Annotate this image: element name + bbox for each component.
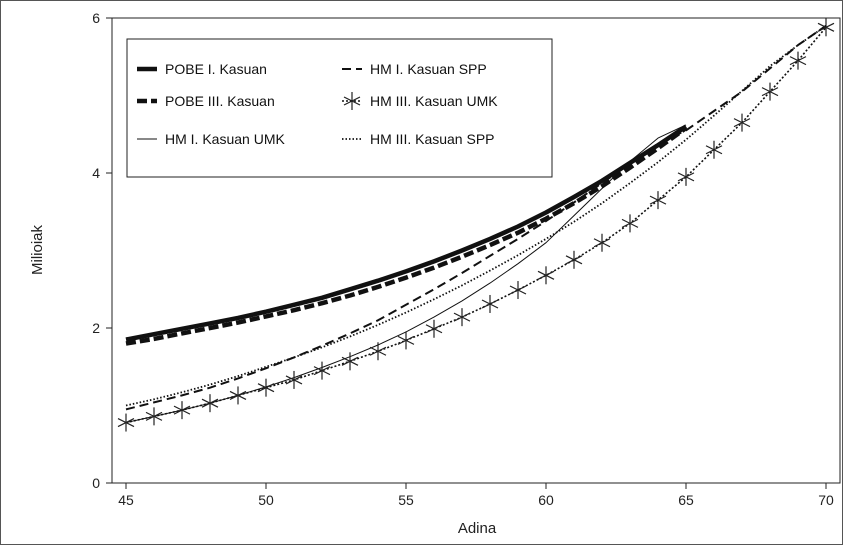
x-tick-label: 65: [678, 492, 694, 508]
legend-label-3: HM I. Kasuan UMK: [165, 131, 285, 147]
series-5-point: [397, 331, 415, 350]
x-axis-title: Adina: [458, 520, 497, 537]
series-5-point: [341, 352, 359, 371]
series-5-point: [313, 361, 331, 380]
x-tick-label: 60: [538, 492, 554, 508]
series-5-point: [117, 413, 135, 432]
series-5-point: [677, 167, 695, 186]
legend-label-1: POBE I. Kasuan: [165, 61, 267, 77]
series-5-point: [817, 18, 835, 37]
series-5-point: [453, 308, 471, 327]
series-5-point: [201, 394, 219, 413]
legend-box: [126, 38, 553, 178]
series-5-point: [229, 386, 247, 405]
plot-frame: [111, 17, 841, 484]
series-5-point: [593, 233, 611, 252]
x-tick-label: 55: [398, 492, 414, 508]
legend: POBE I. Kasuan HM I. Kasuan SPP POBE III. …: [126, 38, 553, 178]
y-tick-label: 6: [92, 10, 100, 26]
y-tick-label: 2: [92, 320, 100, 336]
series-5-point: [173, 401, 191, 420]
series-5-point: [509, 281, 527, 300]
x-tick-label: 45: [118, 492, 134, 508]
series-line-5: [125, 26, 827, 424]
series-5-point: [789, 51, 807, 70]
series-5-point: [481, 294, 499, 313]
x-tick-label: 70: [818, 492, 834, 508]
y-tick-label: 0: [92, 475, 100, 491]
legend-marker-5: [343, 92, 361, 110]
series-5-point: [733, 113, 751, 132]
legend-label-5: HM III. Kasuan UMK: [370, 93, 498, 109]
series-5-point: [425, 319, 443, 338]
x-tick-label: 50: [258, 492, 274, 508]
series-5-point: [649, 191, 667, 210]
series-line-2: [125, 126, 688, 346]
series-line-1: [125, 124, 688, 342]
plot-area: 45 50 55 60 65 70 0 2 4 6: [92, 10, 841, 508]
y-tick-label: 4: [92, 165, 100, 181]
series-5-point: [705, 140, 723, 159]
series-5-point: [565, 250, 583, 269]
legend-label-2: POBE III. Kasuan: [165, 93, 275, 109]
series-line-4: [125, 24, 827, 411]
legend-label-6: HM III. Kasuan SPP: [370, 131, 495, 147]
series-5-point: [285, 370, 303, 389]
series-5-point: [537, 266, 555, 285]
series-5-point: [145, 407, 163, 426]
legend-label-4: HM I. Kasuan SPP: [370, 61, 487, 77]
y-axis-title: Milioiak: [29, 224, 46, 275]
series-5-point: [761, 82, 779, 101]
series-5-point: [369, 342, 387, 361]
series-5-point: [621, 214, 639, 233]
series-5-point: [257, 378, 275, 397]
